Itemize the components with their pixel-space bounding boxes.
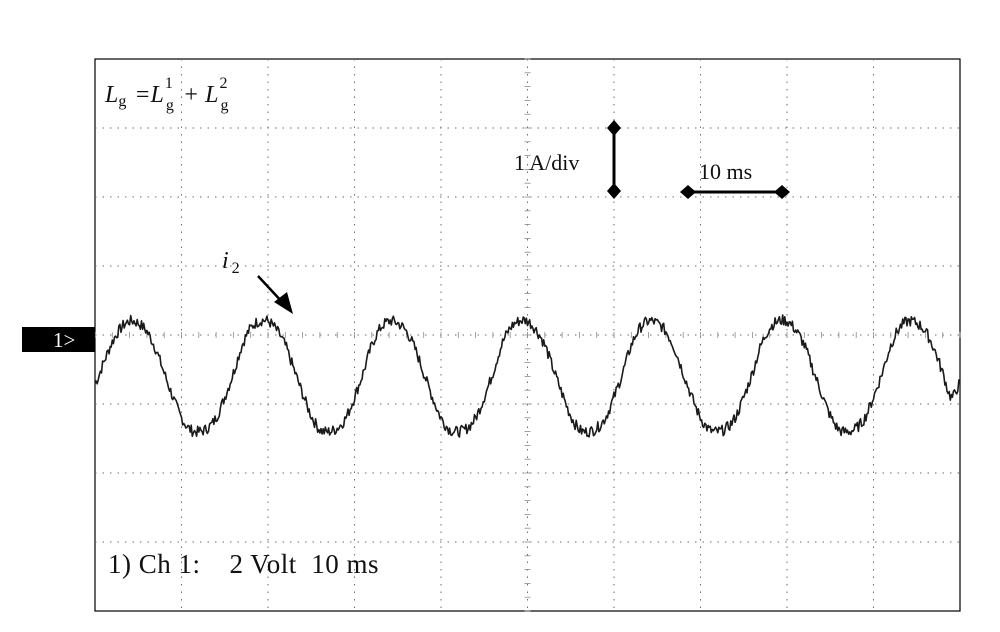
formula-t1-sup: 1 [165, 75, 173, 92]
channel-marker-label: 1> [53, 328, 75, 352]
formula-plus: + L [183, 82, 219, 108]
trace-i2 [94, 314, 961, 438]
time-scale-label: 10 ms [699, 159, 752, 184]
channel-marker-box [22, 327, 95, 352]
time-scale-right-diamond [774, 185, 790, 199]
current-scale-label: 1 A/div [514, 150, 579, 175]
arrow-head [274, 292, 293, 314]
trace-label-sub: 2 [232, 260, 240, 277]
channel-info: 1) Ch 1: 2 Volt 10 ms [108, 549, 379, 579]
formula-t2-sub: g [220, 97, 228, 114]
channel-marker: 1> [22, 327, 95, 352]
current-scale-bottom-diamond [607, 183, 621, 199]
current-scale-indicator [607, 120, 621, 199]
formula-t1-sub: g [166, 97, 174, 114]
formula-lhs-sub: g [118, 93, 126, 110]
time-scale-left-diamond [680, 185, 696, 199]
formula-eq: =L [134, 82, 164, 108]
trace-group [94, 314, 961, 438]
time-scale-indicator [680, 185, 790, 199]
trace-label-arrow [257, 275, 293, 314]
current-scale-top-diamond [607, 120, 621, 136]
grid [94, 58, 961, 612]
formula-t2-sup: 2 [219, 75, 227, 92]
trace-label-main: i [222, 248, 229, 274]
formula-lhs: L [104, 82, 118, 108]
